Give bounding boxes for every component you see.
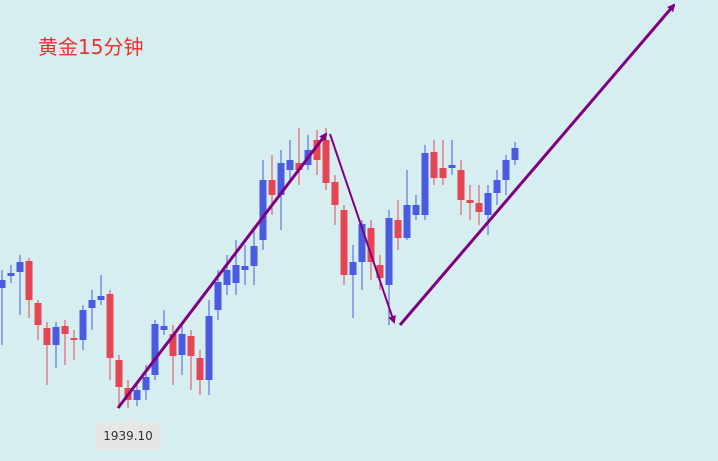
candle-body: [376, 265, 384, 278]
candle-body: [286, 160, 294, 170]
trend-arrow-up-projection: [398, 3, 676, 326]
candle-body: [367, 228, 375, 262]
candle-body: [403, 205, 411, 238]
trend-arrow-up: [116, 132, 328, 409]
low-label-box: [95, 422, 161, 450]
candle-body: [259, 180, 267, 240]
candle-body: [160, 326, 168, 330]
candle-body: [457, 170, 465, 200]
low-label: 1939.10: [103, 429, 153, 443]
candle-body: [502, 160, 510, 180]
candle-body: [277, 163, 285, 195]
candle-body: [34, 303, 42, 325]
label-pointer: [124, 416, 134, 422]
candle-body: [349, 262, 357, 275]
candle-body: [340, 210, 348, 275]
candle-body: [151, 324, 159, 375]
candle-body: [115, 360, 123, 387]
candle-body: [106, 294, 114, 358]
candle-body: [412, 205, 420, 215]
candle-body: [169, 334, 177, 356]
candle-body: [313, 140, 321, 160]
candle-body: [421, 153, 429, 215]
candle-body: [187, 336, 195, 356]
candle-body: [475, 203, 483, 212]
candle-body: [439, 168, 447, 178]
candle-body: [466, 200, 474, 203]
candle-body: [223, 270, 231, 285]
candle-body: [295, 163, 303, 170]
candle-body: [79, 310, 87, 340]
candle-body: [322, 140, 330, 183]
candle-body: [16, 262, 24, 272]
candle-body: [493, 180, 501, 193]
candle-body: [232, 265, 240, 283]
candle-body: [385, 218, 393, 285]
candle-body: [331, 182, 339, 205]
candle-body: [250, 246, 258, 266]
candle-body: [0, 280, 6, 288]
candle-body: [358, 224, 366, 262]
candle-body: [205, 316, 213, 380]
candle-body: [511, 148, 519, 160]
candle-body: [70, 338, 78, 340]
candle-body: [430, 152, 438, 178]
candle-body: [88, 300, 96, 308]
candle-body: [394, 220, 402, 238]
candle-body: [133, 390, 141, 400]
candles: [0, 128, 519, 408]
trend-arrow-down: [329, 133, 396, 324]
candle-body: [43, 328, 51, 345]
candle-body: [178, 334, 186, 355]
candle-body: [25, 261, 33, 300]
candle-body: [7, 273, 15, 276]
candle-body: [52, 327, 60, 345]
candle-body: [214, 282, 222, 310]
candle-body: [61, 326, 69, 334]
candle-body: [268, 180, 276, 195]
chart-title: 黄金15分钟: [38, 35, 143, 59]
candle-body: [142, 377, 150, 390]
candle-body: [196, 358, 204, 380]
candle-body: [97, 296, 105, 300]
candle-body: [484, 193, 492, 215]
candle-body: [448, 165, 456, 168]
candle-body: [241, 266, 249, 270]
